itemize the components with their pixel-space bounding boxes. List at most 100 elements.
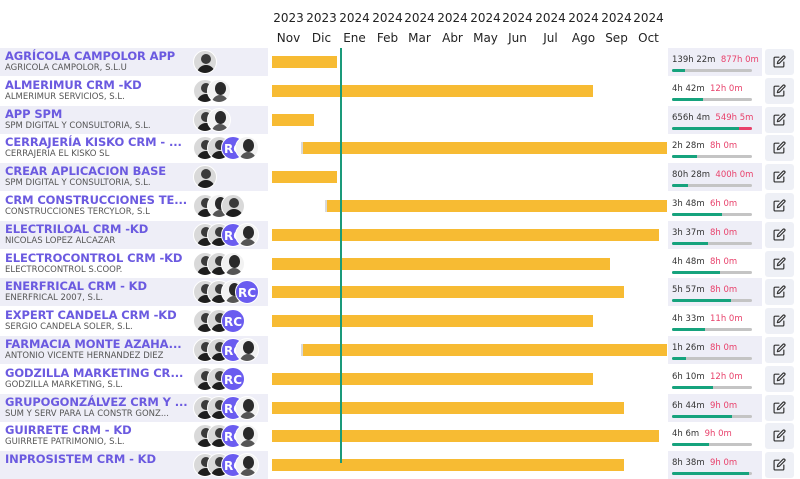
hours-spent: 6h 10m: [672, 371, 705, 382]
edit-project-button[interactable]: [765, 423, 794, 450]
project-row[interactable]: ELECTROCONTROL CRM -KD ELECTROCONTROL S.…: [0, 250, 800, 277]
edit-project-button[interactable]: [765, 164, 794, 191]
timeline-bar[interactable]: [272, 401, 625, 414]
timeline-bar[interactable]: [272, 84, 593, 97]
project-row[interactable]: APP SPM SPM DIGITAL Y CONSULTORIA, S.L. …: [0, 105, 800, 134]
edit-project-button[interactable]: [765, 365, 794, 392]
hours-progress-bar: [672, 155, 752, 159]
project-row[interactable]: GUIRRETE CRM - KD GUIRRETE PATRIMONIO, S…: [0, 422, 800, 450]
edit-project-button[interactable]: [765, 77, 794, 104]
month-year: 2024: [339, 11, 370, 25]
month-column: 2023 Dic: [305, 8, 338, 48]
hours-progress-fill: [672, 414, 732, 418]
project-row[interactable]: GRUPOGONZÁLVEZ CRM Y ... SUM Y SERV PARA…: [0, 393, 800, 422]
client-name: CONSTRUCCIONES TERCYLOR, S.L: [5, 207, 150, 217]
project-row[interactable]: CERRAJERÍA KISKO CRM - ... CERRAJERIA EL…: [0, 134, 800, 162]
project-row[interactable]: GODZILLA MARKETING CR... GODZILLA MARKET…: [0, 365, 800, 392]
project-name[interactable]: GODZILLA MARKETING CR...: [5, 365, 184, 380]
project-info: [0, 48, 268, 76]
edit-project-button[interactable]: [765, 106, 794, 133]
project-row[interactable]: INPROSISTEM CRM - KD RC 8h 38m 9h 0m: [0, 451, 800, 479]
project-name[interactable]: ALMERIMUR CRM -KD: [5, 77, 142, 92]
timeline-bar[interactable]: [324, 200, 667, 212]
timeline-bar[interactable]: [272, 372, 593, 385]
timeline-bar[interactable]: [301, 344, 667, 356]
hours-budget: 8h 0m: [710, 343, 738, 353]
edit-project-button[interactable]: [765, 394, 794, 421]
project-row[interactable]: ALMERIMUR CRM -KD ALMERIMUR SERVICIOS, S…: [0, 77, 800, 104]
project-name[interactable]: APP SPM: [5, 106, 63, 121]
timeline-bar[interactable]: [272, 257, 611, 270]
project-name[interactable]: INPROSISTEM CRM - KD: [5, 452, 156, 467]
project-row[interactable]: ELECTRILOAL CRM -KD NICOLAS LOPEZ ALCAZA…: [0, 220, 800, 249]
timeline-bar[interactable]: [301, 142, 667, 155]
project-name[interactable]: AGRÍCOLA CAMPOLOR APP: [5, 49, 176, 63]
avatar: [235, 395, 259, 420]
edit-project-button[interactable]: [765, 279, 794, 306]
avatar: [235, 453, 259, 478]
hours-text: 2h 28m 8h 0m: [672, 141, 737, 151]
hours-spent: 8h 38m: [672, 458, 705, 469]
timeline-bar[interactable]: [272, 171, 337, 184]
avatar-initials: RC: [235, 280, 259, 305]
timeline-bar[interactable]: [272, 430, 659, 443]
month-column: 2024 Oct: [632, 8, 665, 48]
hours-progress-fill: [672, 443, 709, 447]
avatar: [235, 136, 259, 161]
project-name[interactable]: CREAR APLICACION BASE: [5, 164, 167, 179]
project-name[interactable]: CRM CONSTRUCCIONES TE...: [5, 193, 188, 207]
month-year: 2024: [633, 11, 664, 25]
project-row[interactable]: AGRÍCOLA CAMPOLOR APP AGRICOLA CAMPOLOR,…: [0, 48, 800, 76]
hours-budget: 877h 0m: [720, 55, 759, 65]
edit-project-button[interactable]: [765, 308, 794, 335]
month-label: May: [473, 31, 498, 45]
hours-progress-bar: [672, 385, 752, 389]
month-year: 2024: [372, 11, 403, 25]
month-label: Nov: [276, 31, 301, 45]
project-row[interactable]: CREAR APLICACION BASE SPM DIGITAL Y CONS…: [0, 163, 800, 192]
edit-project-button[interactable]: [765, 452, 794, 479]
hours-budget: 400h 0m: [715, 170, 754, 181]
hours-progress-bar: [672, 472, 752, 476]
project-row[interactable]: CRM CONSTRUCCIONES TE... CONSTRUCCIONES …: [0, 192, 800, 219]
edit-project-button[interactable]: [765, 337, 794, 363]
hours-spent: 3h 37m: [672, 227, 705, 238]
hours-text: 3h 48m 6h 0m: [672, 199, 737, 209]
timeline-bar[interactable]: [272, 459, 625, 472]
timeline-bar[interactable]: [272, 286, 625, 299]
timeline-bar[interactable]: [272, 113, 314, 126]
project-name[interactable]: EXPERT CANDELA CRM -KD: [5, 308, 177, 323]
edit-project-button[interactable]: [765, 49, 794, 75]
hours-progress-bar: [672, 357, 752, 360]
hours-text: 80h 28m 400h 0m: [672, 170, 753, 180]
timeline-bar[interactable]: [272, 228, 659, 241]
project-name[interactable]: GUIRRETE CRM - KD: [5, 423, 132, 438]
timeline-bar[interactable]: [272, 56, 337, 68]
hours-spent: 6h 44m: [672, 400, 705, 411]
hours-spent: 4h 6m: [672, 429, 700, 440]
avatar: [193, 50, 217, 74]
edit-project-button[interactable]: [765, 193, 794, 219]
avatar-initials: RC: [221, 366, 245, 391]
month-label: Ago: [571, 31, 596, 45]
edit-project-button[interactable]: [765, 135, 794, 162]
edit-icon: [773, 113, 786, 126]
project-name[interactable]: GRUPOGONZÁLVEZ CRM Y ...: [5, 394, 188, 409]
project-row[interactable]: FARMACIA MONTE AZAHA... ANTONIO VICENTE …: [0, 336, 800, 364]
project-row[interactable]: ENERFRICAL CRM - KD ENERFRICAL 2007, S.L…: [0, 278, 800, 307]
edit-icon: [773, 170, 786, 183]
project-name[interactable]: ENERFRICAL CRM - KD: [5, 279, 147, 294]
project-name[interactable]: FARMACIA MONTE AZAHA...: [5, 337, 182, 351]
hours-progress-bar: [672, 299, 752, 303]
hours-progress-fill: [672, 385, 713, 389]
project-name[interactable]: ELECTROCONTROL CRM -KD: [5, 250, 183, 265]
hours-text: 656h 4m 549h 5m: [672, 113, 753, 123]
hours-text: 8h 38m 9h 0m: [672, 458, 737, 468]
hours-progress-fill: [672, 213, 723, 216]
project-name[interactable]: ELECTRILOAL CRM -KD: [5, 221, 149, 236]
project-name[interactable]: CERRAJERÍA KISKO CRM - ...: [5, 135, 182, 150]
project-row[interactable]: EXPERT CANDELA CRM -KD SERGIO CANDELA SO…: [0, 307, 800, 335]
edit-project-button[interactable]: [765, 250, 794, 277]
edit-project-button[interactable]: [765, 221, 794, 248]
timeline-bar[interactable]: [272, 315, 593, 328]
